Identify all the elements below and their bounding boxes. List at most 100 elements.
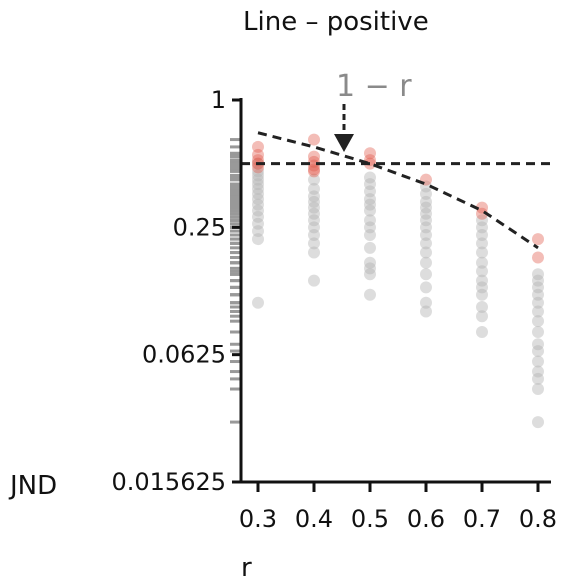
data-point-gray <box>364 241 376 254</box>
data-point-gray <box>364 193 376 206</box>
data-point-gray <box>532 274 544 287</box>
data-point-gray <box>420 228 432 241</box>
data-point-gray <box>364 214 376 227</box>
data-point-gray <box>308 237 320 250</box>
data-point-gray <box>252 210 264 223</box>
data-point-gray <box>476 325 488 338</box>
data-point-gray <box>420 221 432 234</box>
x-tick-label: 0.8 <box>519 505 557 533</box>
data-point-gray <box>252 178 264 191</box>
data-point-gray <box>364 171 376 184</box>
data-point-red <box>364 147 376 160</box>
data-point-red <box>252 148 264 161</box>
data-point-red <box>532 251 544 264</box>
data-point-gray <box>308 228 320 241</box>
data-point-gray <box>364 204 376 217</box>
x-axis-label: r <box>241 553 252 581</box>
data-point-gray <box>532 355 544 368</box>
annotation-arrow-head <box>334 134 354 152</box>
data-point-gray <box>252 173 264 186</box>
data-point-red <box>252 140 264 153</box>
data-point-gray <box>252 193 264 206</box>
data-point-gray <box>364 268 376 281</box>
data-point-gray <box>420 305 432 318</box>
data-point-gray <box>364 185 376 198</box>
data-point-gray <box>476 288 488 301</box>
data-point-gray <box>308 190 320 203</box>
data-point-gray <box>476 228 488 241</box>
data-point-gray <box>532 383 544 396</box>
data-point-gray <box>532 372 544 385</box>
data-point-gray <box>308 207 320 220</box>
data-point-gray <box>532 365 544 378</box>
data-point-gray <box>476 301 488 314</box>
data-point-gray <box>532 325 544 338</box>
data-points <box>252 133 544 429</box>
data-point-gray <box>252 217 264 230</box>
y-tick-label: 0.015625 <box>111 468 226 496</box>
data-point-gray <box>532 281 544 294</box>
x-tick-label: 0.7 <box>463 505 501 533</box>
data-point-gray <box>420 201 432 214</box>
data-point-gray <box>532 345 544 358</box>
y-axis-label: JND <box>8 471 57 501</box>
data-point-red <box>308 133 320 146</box>
data-point-gray <box>252 165 264 178</box>
data-point-gray <box>476 214 488 227</box>
data-point-gray <box>364 178 376 191</box>
data-point-gray <box>420 195 432 208</box>
data-point-gray <box>308 173 320 186</box>
x-tick-label: 0.5 <box>351 505 389 533</box>
data-point-gray <box>476 310 488 323</box>
y-tick-label: 0.0625 <box>142 341 226 369</box>
data-point-gray <box>364 288 376 301</box>
data-point-gray <box>420 281 432 294</box>
data-point-gray <box>420 207 432 220</box>
data-point-gray <box>364 198 376 211</box>
data-point-gray <box>420 246 432 259</box>
data-point-gray <box>532 305 544 318</box>
data-point-gray <box>420 237 432 250</box>
data-point-gray <box>420 256 432 269</box>
y-rug <box>230 138 241 424</box>
data-point-gray <box>252 187 264 200</box>
curve-1-minus-r <box>257 131 539 250</box>
data-point-gray <box>420 214 432 227</box>
data-point-gray <box>252 198 264 211</box>
reference-lines <box>241 104 551 250</box>
data-point-gray <box>308 246 320 259</box>
data-point-gray <box>308 195 320 208</box>
axes: 0.015625 0.0625 0.25 1 0.3 0.4 0.5 0.6 0.7 0.8 <box>111 86 557 533</box>
data-point-gray <box>476 237 488 250</box>
data-point-gray <box>420 268 432 281</box>
data-point-gray <box>532 296 544 309</box>
data-point-gray <box>532 288 544 301</box>
data-point-gray <box>476 281 488 294</box>
data-point-gray <box>308 221 320 234</box>
data-point-gray <box>252 204 264 217</box>
data-point-gray <box>476 246 488 259</box>
data-point-gray <box>420 187 432 200</box>
data-point-gray <box>308 274 320 287</box>
data-point-red <box>308 150 320 163</box>
x-tick-label: 0.3 <box>239 505 277 533</box>
data-point-gray <box>308 182 320 195</box>
data-point-gray <box>532 315 544 328</box>
x-tick-label: 0.4 <box>295 505 333 533</box>
data-point-red <box>476 207 488 220</box>
data-point-gray <box>476 221 488 234</box>
data-point-gray <box>252 182 264 195</box>
data-point-red <box>476 201 488 214</box>
data-point-gray <box>364 256 376 269</box>
y-tick-label: 0.25 <box>173 213 226 241</box>
data-point-gray <box>252 169 264 182</box>
data-point-gray <box>252 233 264 246</box>
data-point-gray <box>420 296 432 309</box>
curve-annotation: 1 − r <box>336 69 412 104</box>
data-point-gray <box>476 274 488 287</box>
data-point-red <box>308 163 320 176</box>
data-point-gray <box>532 416 544 429</box>
data-point-gray <box>252 225 264 238</box>
data-point-gray <box>308 214 320 227</box>
